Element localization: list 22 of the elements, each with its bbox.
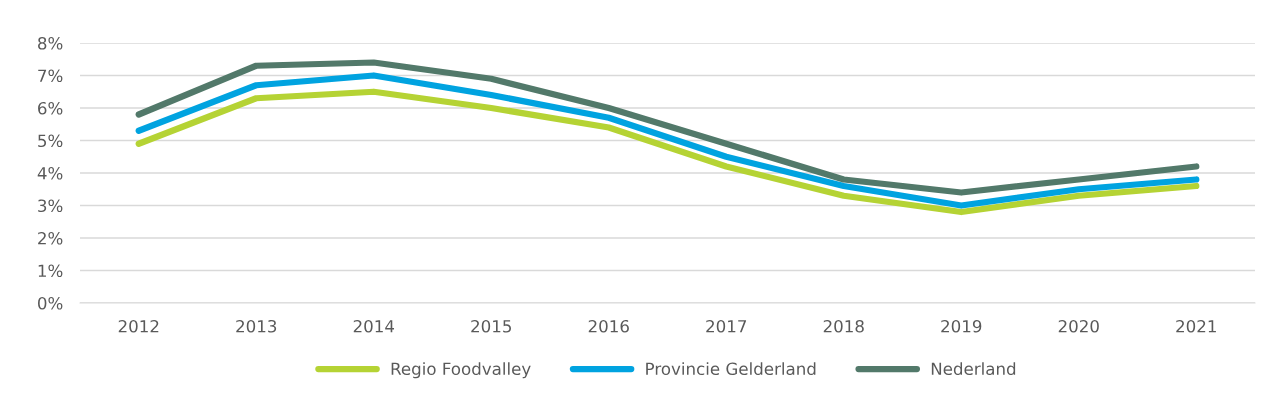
y-tick-label: 2%: [38, 231, 63, 245]
y-tick-label: 8%: [38, 36, 63, 50]
x-tick-label: 2019: [941, 319, 982, 333]
y-tick-label: 6%: [38, 101, 63, 115]
y-tick-label: 7%: [38, 69, 63, 83]
x-tick-label: 2018: [823, 319, 864, 333]
x-tick-label: 2012: [118, 319, 159, 333]
x-tick-label: 2014: [353, 319, 395, 333]
x-tick-label: 2015: [471, 319, 511, 333]
x-tick-label: 2016: [588, 319, 629, 333]
y-tick-label: 3%: [38, 199, 63, 213]
x-tick-label: 2017: [706, 319, 747, 333]
x-tick-label: 2013: [236, 319, 277, 333]
x-tick-label: 2020: [1058, 319, 1099, 333]
y-tick-label: 4%: [37, 166, 63, 180]
legend-label: Nederland: [931, 362, 1016, 376]
y-tick-label: 1%: [38, 264, 63, 278]
legend-label: Provincie Gelderland: [646, 362, 816, 376]
y-tick-label: 0%: [37, 296, 63, 310]
legend-label: Regio Foodvalley: [391, 362, 531, 379]
x-tick-label: 2021: [1176, 319, 1216, 333]
y-tick-label: 5%: [38, 134, 63, 148]
